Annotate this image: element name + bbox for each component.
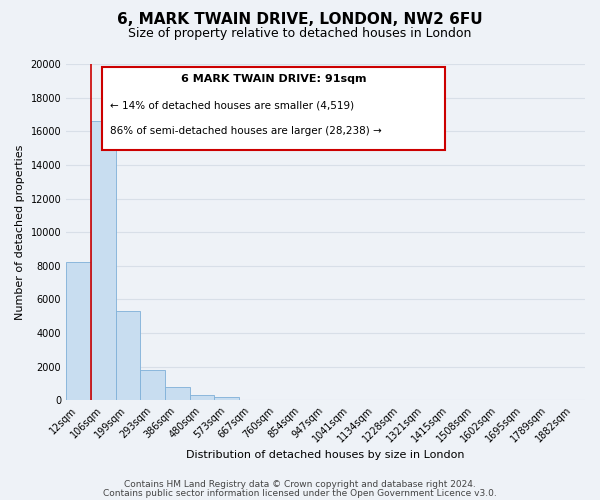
Bar [140, 370, 165, 400]
Text: 86% of semi-detached houses are larger (28,238) →: 86% of semi-detached houses are larger (… [110, 126, 382, 136]
Bar [190, 396, 214, 400]
Text: Contains public sector information licensed under the Open Government Licence v3: Contains public sector information licen… [103, 488, 497, 498]
Bar [91, 121, 116, 400]
Y-axis label: Number of detached properties: Number of detached properties [15, 144, 25, 320]
X-axis label: Distribution of detached houses by size in London: Distribution of detached houses by size … [187, 450, 465, 460]
Text: ← 14% of detached houses are smaller (4,519): ← 14% of detached houses are smaller (4,… [110, 101, 355, 111]
Bar [214, 397, 239, 400]
FancyBboxPatch shape [103, 68, 445, 150]
Text: 6 MARK TWAIN DRIVE: 91sqm: 6 MARK TWAIN DRIVE: 91sqm [181, 74, 367, 84]
Bar [165, 387, 190, 400]
Text: Size of property relative to detached houses in London: Size of property relative to detached ho… [128, 28, 472, 40]
Bar [116, 311, 140, 400]
Bar [66, 262, 91, 400]
Text: Contains HM Land Registry data © Crown copyright and database right 2024.: Contains HM Land Registry data © Crown c… [124, 480, 476, 489]
Text: 6, MARK TWAIN DRIVE, LONDON, NW2 6FU: 6, MARK TWAIN DRIVE, LONDON, NW2 6FU [117, 12, 483, 28]
